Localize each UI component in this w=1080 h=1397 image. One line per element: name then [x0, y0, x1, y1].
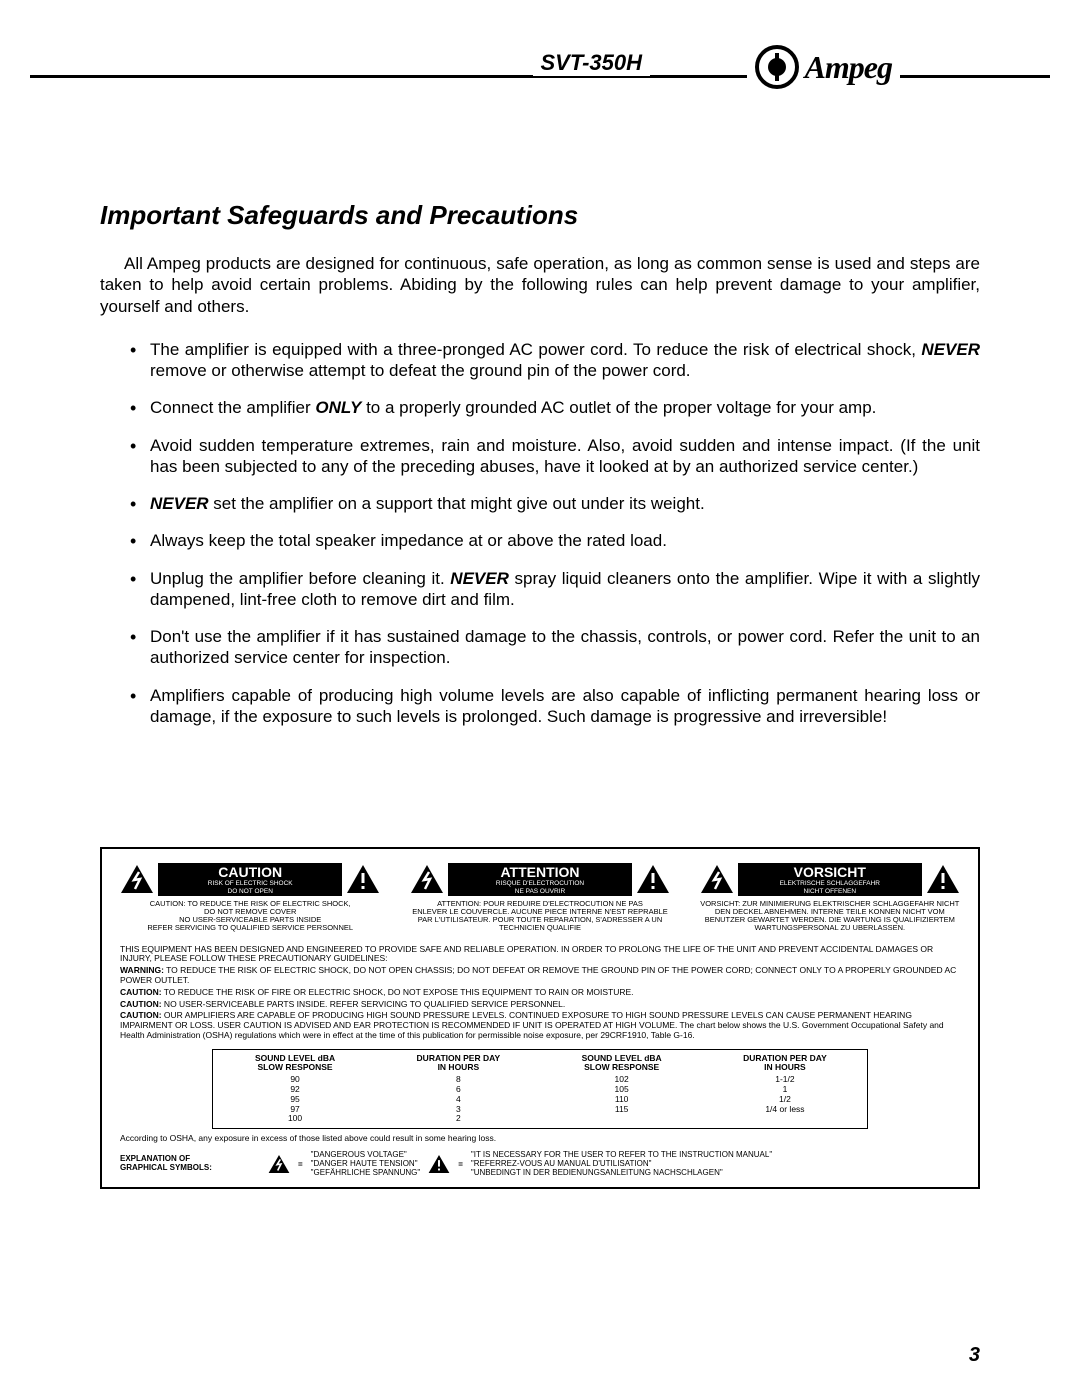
exclaim-triangle-icon	[636, 864, 670, 894]
bolt-triangle-icon	[700, 864, 734, 894]
list-item: Don't use the amplifier if it has sustai…	[130, 626, 980, 669]
text: remove or otherwise attempt to defeat th…	[150, 361, 691, 380]
col-vals: 102105110115	[550, 1075, 694, 1114]
bolt-triangle-icon	[268, 1154, 290, 1174]
text: The amplifier is equipped with a three-p…	[150, 340, 921, 359]
list-item: Avoid sudden temperature extremes, rain …	[130, 435, 980, 478]
brand-logo: Ampeg	[747, 42, 900, 92]
symbol-explanation: EXPLANATION OFGRAPHICAL SYMBOLS: = "DANG…	[120, 1151, 960, 1177]
label-sub: RISK OF ELECTRIC SHOCKDO NOT OPEN	[158, 880, 342, 894]
text: TO REDUCE THE RISK OF FIRE OR ELECTRIC S…	[162, 987, 634, 997]
label-sub: RISQUE D'ELECTROCUTIONNE PAS OUVRIR	[448, 880, 632, 894]
emphasis: NEVER	[150, 494, 209, 513]
list-item: The amplifier is equipped with a three-p…	[130, 339, 980, 382]
equals: =	[454, 1160, 467, 1169]
label: CAUTION:	[120, 1010, 162, 1020]
warning-panel: CAUTION RISK OF ELECTRIC SHOCKDO NOT OPE…	[100, 847, 980, 1189]
caution-block-de: VORSICHT ELEKTRISCHE SCHLAGGEFAHRNICHT O…	[700, 863, 960, 933]
col-vals: 90929597100	[223, 1075, 367, 1124]
label: CAUTION:	[120, 987, 162, 997]
warn-para: CAUTION: TO REDUCE THE RISK OF FIRE OR E…	[120, 988, 960, 998]
warn-para: WARNING: TO REDUCE THE RISK OF ELECTRIC …	[120, 966, 960, 986]
warn-para: CAUTION: NO USER-SERVICEABLE PARTS INSID…	[120, 1000, 960, 1010]
sym-text: "IT IS NECESSARY FOR THE USER TO REFER T…	[471, 1151, 772, 1177]
label: WARNING:	[120, 965, 164, 975]
bolt-triangle-icon	[410, 864, 444, 894]
exclaim-triangle-icon	[346, 864, 380, 894]
warn-para: CAUTION: OUR AMPLIFIERS ARE CAPABLE OF P…	[120, 1011, 960, 1040]
caution-text: VORSICHT: ZUR MINIMIERUNG ELEKTRISCHER S…	[700, 900, 960, 933]
text: TO REDUCE THE RISK OF ELECTRIC SHOCK, DO…	[120, 965, 956, 985]
caution-row: CAUTION RISK OF ELECTRIC SHOCKDO NOT OPE…	[120, 863, 960, 933]
brand-name: Ampeg	[805, 49, 892, 86]
text: to a properly grounded AC outlet of the …	[361, 398, 876, 417]
list-item: Always keep the total speaker impedance …	[130, 530, 980, 551]
exclaim-triangle-icon	[428, 1154, 450, 1174]
precautions-list: The amplifier is equipped with a three-p…	[100, 339, 980, 727]
label-text: ATTENTION	[500, 864, 579, 880]
emphasis: NEVER	[921, 340, 980, 359]
caution-block-fr: ATTENTION RISQUE D'ELECTROCUTIONNE PAS O…	[410, 863, 670, 933]
sym-title: EXPLANATION OFGRAPHICAL SYMBOLS:	[120, 1155, 260, 1173]
list-item: Connect the amplifier ONLY to a properly…	[130, 397, 980, 418]
osha-note: According to OSHA, any exposure in exces…	[120, 1133, 960, 1143]
col-head: SOUND LEVEL dBASLOW RESPONSE	[550, 1054, 694, 1073]
col-head: DURATION PER DAYIN HOURS	[713, 1054, 857, 1073]
warn-para: THIS EQUIPMENT HAS BEEN DESIGNED AND ENG…	[120, 945, 960, 965]
model-label: SVT-350H	[533, 50, 651, 76]
caution-text: ATTENTION: POUR REDUIRE D'ELECTROCUTION …	[410, 900, 670, 933]
text: set the amplifier on a support that migh…	[209, 494, 705, 513]
logo-circle-icon	[755, 45, 799, 89]
col-head: DURATION PER DAYIN HOURS	[387, 1054, 531, 1073]
label-text: VORSICHT	[794, 864, 866, 880]
caution-label: CAUTION RISK OF ELECTRIC SHOCKDO NOT OPE…	[158, 863, 342, 896]
list-item: Unplug the amplifier before cleaning it.…	[130, 568, 980, 611]
caution-block-en: CAUTION RISK OF ELECTRIC SHOCKDO NOT OPE…	[120, 863, 380, 933]
page-number: 3	[969, 1344, 980, 1367]
sound-level-table: SOUND LEVEL dBASLOW RESPONSE 90929597100…	[212, 1049, 867, 1130]
sym-text: "DANGEROUS VOLTAGE""DANGER HAUTE TENSION…	[311, 1151, 421, 1177]
text: Unplug the amplifier before cleaning it.	[150, 569, 450, 588]
list-item: NEVER set the amplifier on a support tha…	[130, 493, 980, 514]
col-vals: 86432	[387, 1075, 531, 1124]
text: NO USER-SERVICEABLE PARTS INSIDE. REFER …	[162, 999, 566, 1009]
caution-label: VORSICHT ELEKTRISCHE SCHLAGGEFAHRNICHT O…	[738, 863, 922, 896]
equals: =	[294, 1160, 307, 1169]
text: OUR AMPLIFIERS ARE CAPABLE OF PRODUCING …	[120, 1010, 944, 1040]
emphasis: NEVER	[450, 569, 509, 588]
emphasis: ONLY	[315, 398, 361, 417]
label: CAUTION:	[120, 999, 162, 1009]
page-title: Important Safeguards and Precautions	[100, 200, 980, 231]
col-vals: 1-1/211/21/4 or less	[713, 1075, 857, 1114]
bolt-triangle-icon	[120, 864, 154, 894]
caution-label: ATTENTION RISQUE D'ELECTROCUTIONNE PAS O…	[448, 863, 632, 896]
intro-paragraph: All Ampeg products are designed for cont…	[100, 253, 980, 317]
exclaim-triangle-icon	[926, 864, 960, 894]
label-text: CAUTION	[218, 864, 282, 880]
label-sub: ELEKTRISCHE SCHLAGGEFAHRNICHT OFFENEN	[738, 880, 922, 894]
col-head: SOUND LEVEL dBASLOW RESPONSE	[223, 1054, 367, 1073]
caution-text: CAUTION: TO REDUCE THE RISK OF ELECTRIC …	[120, 900, 380, 933]
text: Connect the amplifier	[150, 398, 315, 417]
list-item: Amplifiers capable of producing high vol…	[130, 685, 980, 728]
